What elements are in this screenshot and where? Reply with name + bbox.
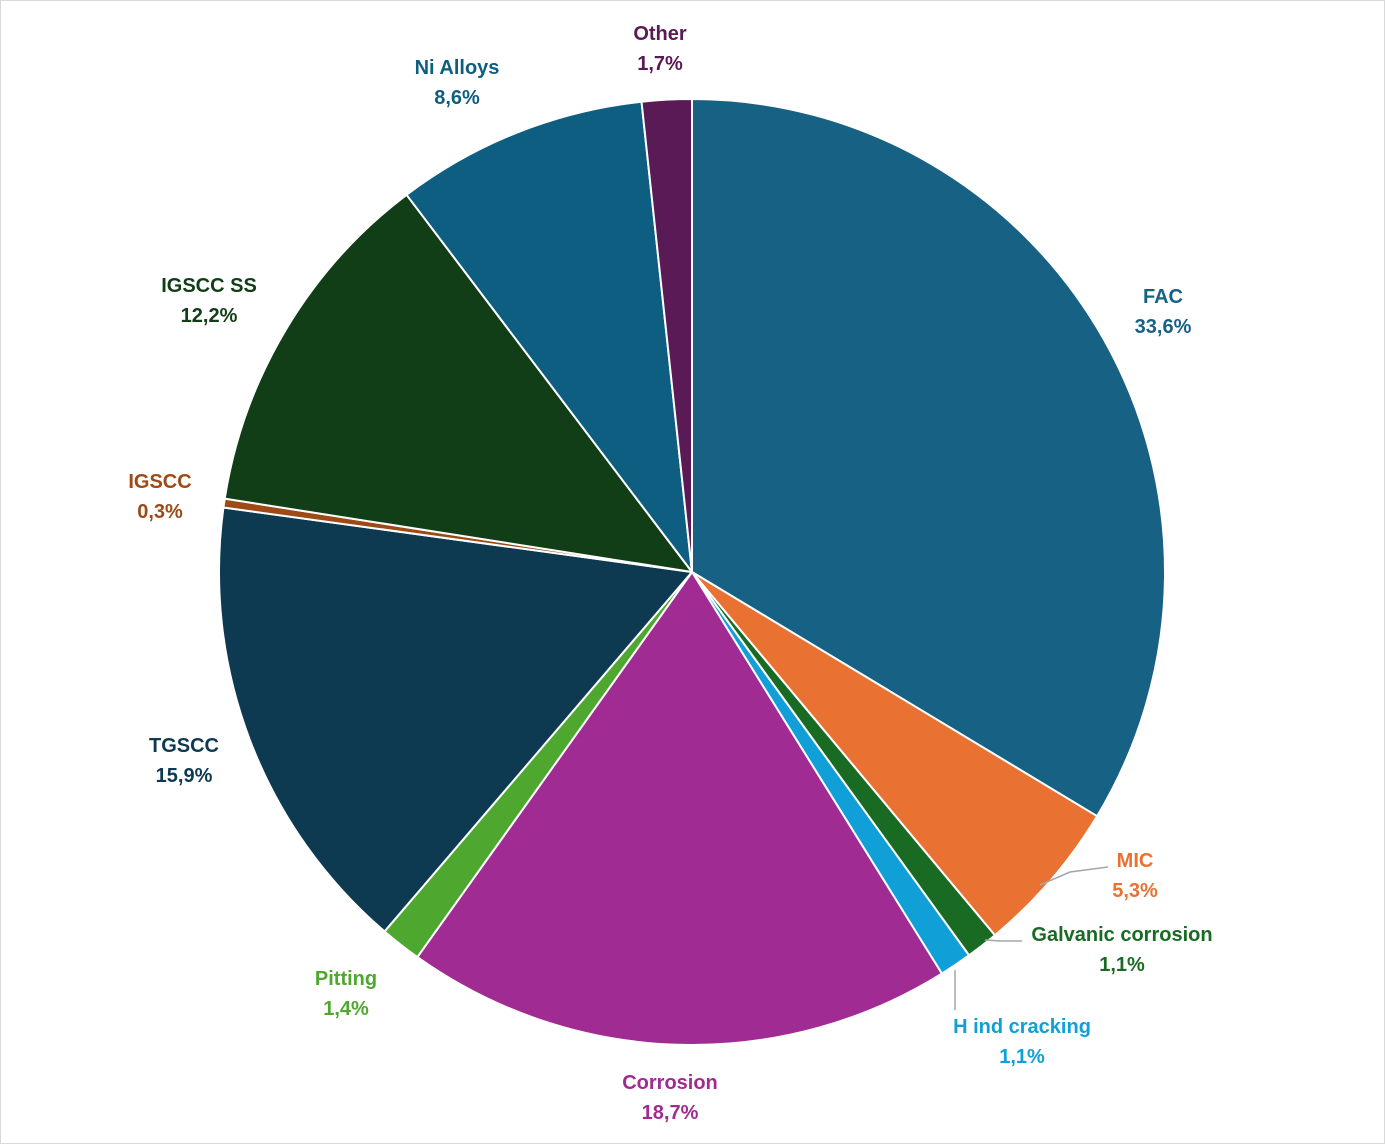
slice-label-name: IGSCC — [128, 471, 191, 493]
slice-label-value: 1,7% — [637, 53, 683, 75]
slice-label-value: 0,3% — [137, 501, 183, 523]
slice-label-value: 1,1% — [1099, 954, 1145, 976]
slice-label-name: MIC — [1117, 850, 1154, 872]
leader-line — [1039, 866, 1109, 886]
leader-line — [984, 939, 1022, 942]
slice-label-value: 33,6% — [1135, 316, 1192, 338]
pie-slice-corrosion — [416, 571, 943, 1046]
slice-label-name: FAC — [1143, 286, 1183, 308]
pie-slice-igscc-ss — [223, 193, 693, 573]
slice-label-value: 5,3% — [1112, 880, 1158, 902]
slice-label-value: 15,9% — [156, 765, 213, 787]
pie-slice-ni-alloys — [405, 100, 693, 573]
slice-label-name: TGSCC — [149, 735, 219, 757]
slice-label-name: Galvanic corrosion — [1031, 924, 1212, 946]
slice-label-value: 18,7% — [642, 1102, 699, 1124]
pie-slice-other — [640, 98, 693, 573]
slice-label-value: 1,4% — [323, 998, 369, 1020]
slice-label-value: 8,6% — [434, 87, 480, 109]
slice-label-name: Ni Alloys — [415, 57, 500, 79]
pie-slice-tgscc — [218, 506, 693, 933]
slice-label-name: Corrosion — [622, 1072, 718, 1094]
slice-label-name: H ind cracking — [953, 1016, 1091, 1038]
slice-label-value: 12,2% — [181, 305, 238, 327]
slice-label-name: IGSCC SS — [161, 275, 257, 297]
slice-label-value: 1,1% — [999, 1046, 1045, 1068]
slice-label-name: Other — [633, 23, 687, 45]
slice-label-name: Pitting — [315, 968, 377, 990]
pie-slice-fac — [691, 98, 1166, 818]
